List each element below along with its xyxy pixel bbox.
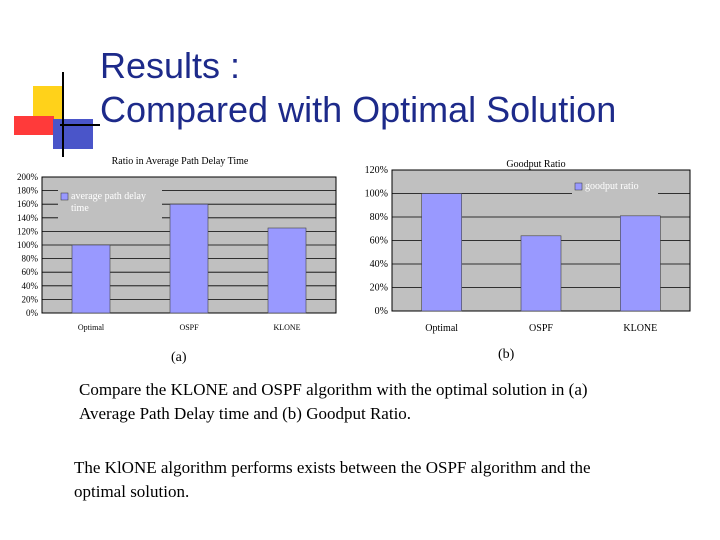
- chart-b-bar-ospf: [520, 235, 562, 312]
- chart-a-y-tick-label: 160%: [17, 199, 39, 209]
- chart-a-bar-ospf: [169, 203, 209, 314]
- slide-title-line2: Compared with Optimal Solution: [100, 89, 617, 130]
- chart-b-bar-klone: [620, 215, 661, 312]
- chart-b-y-tick-label: 80%: [370, 212, 388, 223]
- chart-a-y-tick-label: 80%: [22, 254, 39, 264]
- chart-a-y-tick-label: 60%: [22, 267, 39, 277]
- chart-a-y-tick-label: 20%: [22, 294, 39, 304]
- chart-a-x-tick-label: Optimal: [78, 323, 105, 332]
- chart-b-y-tick-label: 120%: [365, 165, 388, 176]
- chart-b-legend-label: goodput ratio: [585, 181, 639, 192]
- chart-a-y-tick-label: 0%: [26, 308, 39, 318]
- chart-a-y-tick-label: 140%: [17, 213, 39, 223]
- chart-a-y-tick-label: 200%: [17, 172, 39, 182]
- chart-a-legend-swatch: [60, 192, 69, 201]
- slide-title-line1: Results :: [100, 45, 241, 86]
- chart-b-y-tick-label: 20%: [370, 283, 388, 294]
- chart-b-y-tick-label: 40%: [370, 259, 388, 270]
- chart-a-y-tick-label: 180%: [17, 186, 39, 196]
- chart-b-x-tick-label: Optimal: [425, 323, 458, 334]
- decor-horizontal-line: [60, 124, 100, 126]
- chart-a-x-tick-label: KLONE: [273, 323, 300, 332]
- caption-b: (b): [498, 347, 515, 362]
- chart-a-y-tick-label: 120%: [17, 226, 39, 236]
- chart-b-x-tick-label: OSPF: [529, 323, 553, 334]
- chart-a-legend: [58, 188, 162, 220]
- chart-a-x-tick-label: OSPF: [179, 323, 199, 332]
- chart-a-y-tick-label: 100%: [17, 240, 39, 250]
- chart-b-x-tick-label: KLONE: [623, 323, 657, 334]
- caption-a: (a): [171, 350, 187, 365]
- chart-average-path-delay: Ratio in Average Path Delay Time 0% 20% 40%…: [17, 156, 337, 332]
- chart-goodput-ratio: Goodput Ratio 0% 20% 40% 60% 80% 100% 120% Optim…: [365, 159, 691, 334]
- chart-b-y-tick-label: 0%: [375, 306, 388, 317]
- chart-a-bar-klone: [267, 227, 307, 314]
- conclusion-paragraph: The KlONE algorithm performs exists betw…: [74, 458, 591, 501]
- chart-b-legend-swatch: [574, 182, 583, 191]
- chart-b-y-tick-label: 60%: [370, 236, 388, 247]
- slide-title: Results : Compared with Optimal Solution: [100, 44, 616, 132]
- chart-b-legend: [572, 178, 658, 194]
- chart-a-legend-label: average path delay time: [71, 191, 146, 214]
- chart-a-y-tick-label: 40%: [22, 281, 39, 291]
- decor-vertical-line: [62, 72, 64, 157]
- decor-red-bar: [14, 116, 54, 135]
- description-paragraph: Compare the KLONE and OSPF algorithm wit…: [79, 380, 588, 423]
- chart-a-title: Ratio in Average Path Delay Time: [112, 156, 249, 167]
- chart-b-bar-optimal: [421, 193, 462, 312]
- chart-a-bar-optimal: [71, 244, 111, 314]
- chart-b-title: Goodput Ratio: [506, 159, 565, 170]
- chart-b-y-tick-label: 100%: [365, 189, 388, 200]
